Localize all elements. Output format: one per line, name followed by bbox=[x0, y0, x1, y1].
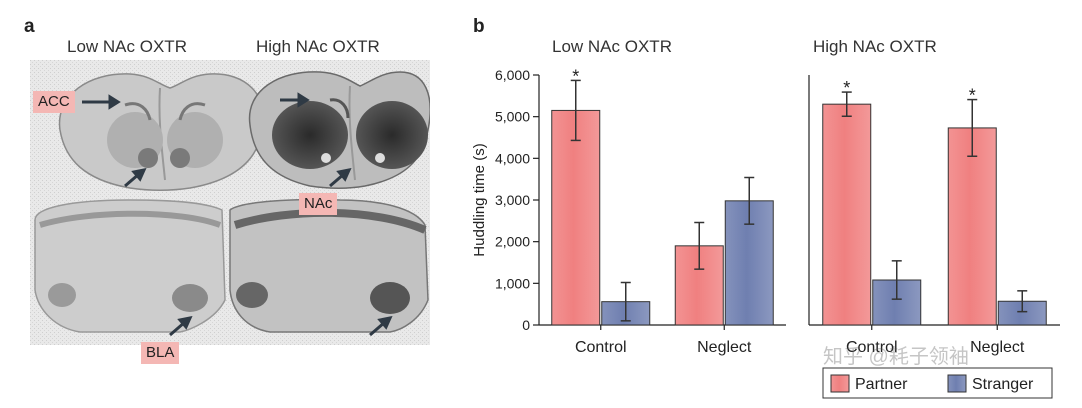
label-nac: NAc bbox=[299, 193, 338, 215]
panel-b-letter: b bbox=[473, 16, 485, 37]
y-tick-label: 4,000 bbox=[495, 150, 530, 166]
significance-marker: * bbox=[843, 78, 850, 98]
significance-marker: * bbox=[572, 66, 579, 86]
panel-b-title-low: Low NAc OXTR bbox=[552, 37, 672, 56]
panel-a-letter: a bbox=[24, 16, 35, 37]
panel-a-title-high: High NAc OXTR bbox=[256, 37, 380, 56]
section-high-bla bbox=[229, 198, 429, 333]
legend-swatch-partner bbox=[830, 374, 850, 393]
legend-swatch-stranger bbox=[947, 374, 967, 393]
x-tick-label: Neglect bbox=[970, 339, 1025, 356]
label-acc: ACC bbox=[33, 91, 75, 113]
x-tick-label: Neglect bbox=[697, 339, 752, 356]
y-tick-label: 2,000 bbox=[495, 234, 530, 250]
legend-label-stranger: Stranger bbox=[972, 376, 1034, 393]
y-tick-label: 5,000 bbox=[495, 109, 530, 125]
huddling-bar-chart: 0 1,000 2,000 3,000 4,000 5,000 6,000 Huddling … bbox=[471, 66, 1060, 399]
y-tick-label: 1,000 bbox=[495, 275, 530, 291]
bar-partner bbox=[947, 127, 997, 326]
significance-marker: * bbox=[969, 86, 976, 106]
y-tick-label: 3,000 bbox=[495, 192, 530, 208]
section-low-bla bbox=[34, 199, 226, 333]
bar-partner bbox=[551, 109, 601, 326]
annotation-arrows bbox=[82, 92, 393, 337]
y-tick-label: 0 bbox=[522, 317, 530, 333]
legend-label-partner: Partner bbox=[855, 376, 908, 393]
y-axis-label: Huddling time (s) bbox=[471, 143, 488, 256]
label-bla: BLA bbox=[141, 342, 180, 364]
panel-b-title-high: High NAc OXTR bbox=[813, 37, 937, 56]
panel-a-title-low: Low NAc OXTR bbox=[67, 37, 187, 56]
x-tick-label: Control bbox=[846, 339, 898, 356]
section-low-nac bbox=[58, 73, 265, 191]
bar-partner bbox=[822, 103, 872, 326]
legend-box bbox=[822, 367, 1053, 399]
watermark: 知乎 @耗子领袖 bbox=[823, 346, 969, 368]
brain-sections-image bbox=[30, 60, 430, 345]
y-tick-label: 6,000 bbox=[495, 67, 530, 83]
x-tick-label: Control bbox=[575, 339, 627, 356]
